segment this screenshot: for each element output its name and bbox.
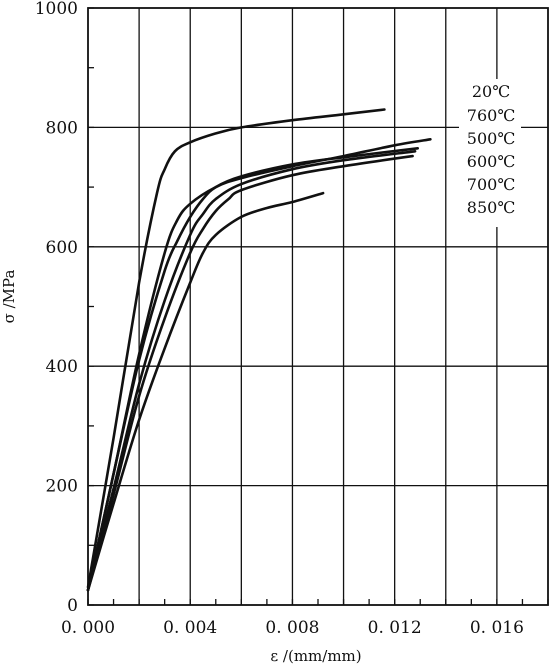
series-line-5 <box>86 191 325 592</box>
y-tick-label: 600 <box>46 238 78 258</box>
y-axis-title: σ /MPa <box>0 270 18 324</box>
series-line-3 <box>86 150 417 592</box>
x-axis-title: ε /(mm/mm) <box>270 647 361 665</box>
legend-entry-4: 700℃ <box>467 175 515 194</box>
x-tick-label: 0. 000 <box>61 618 115 638</box>
axis-ticks <box>87 7 549 606</box>
y-tick-label: 800 <box>46 118 78 138</box>
legend-entry-0: 20℃ <box>472 82 510 101</box>
series-curves <box>86 108 432 592</box>
y-tick-label: 1000 <box>35 0 78 19</box>
x-tick-label: 0. 012 <box>368 618 422 638</box>
legend-entry-5: 850℃ <box>467 198 515 217</box>
x-tick-labels: 0. 000 0. 004 0. 008 0. 012 0. 016 <box>61 618 524 638</box>
legend: 20℃ 760℃ 500℃ 600℃ 700℃ 850℃ <box>467 82 515 217</box>
legend-entry-2: 500℃ <box>467 129 515 148</box>
series-line-4 <box>86 154 414 592</box>
x-tick-label: 0. 008 <box>265 618 319 638</box>
series-line-2 <box>86 147 419 592</box>
x-tick-label: 0. 004 <box>163 618 217 638</box>
x-tick-label: 0. 016 <box>470 618 524 638</box>
legend-entry-3: 600℃ <box>467 152 515 171</box>
legend-entry-1: 760℃ <box>467 106 515 125</box>
y-tick-label: 200 <box>46 477 78 497</box>
series-line-0 <box>86 108 386 589</box>
y-tick-label: 0 <box>67 596 78 616</box>
grid-lines <box>88 8 548 605</box>
y-tick-label: 400 <box>46 357 78 377</box>
legend-background <box>459 79 521 227</box>
y-tick-labels: 0 200 400 600 800 1000 <box>35 0 78 616</box>
